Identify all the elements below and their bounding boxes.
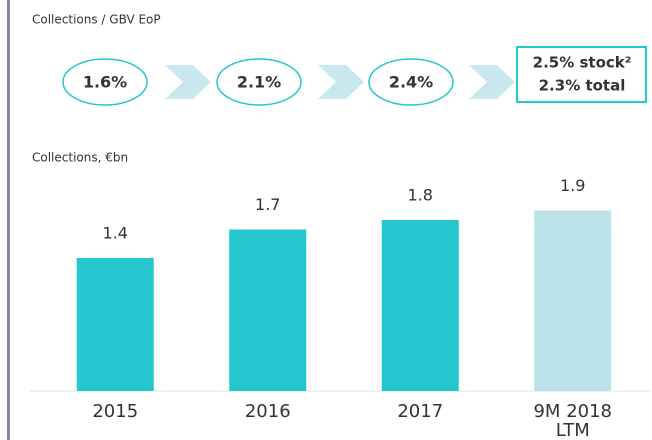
ratio: 2.1%	[237, 73, 281, 92]
ratio-title: Collections / GBV EoP	[32, 13, 161, 27]
x-tick-label: 9M 2018 LTM	[533, 401, 612, 440]
chevrons	[165, 65, 515, 99]
data-label: 1.4	[103, 224, 128, 243]
last-ratio-box	[516, 46, 647, 103]
x-tick-label: 2015	[92, 401, 139, 422]
bar	[229, 229, 307, 391]
side-border	[7, 0, 10, 440]
x-tick-label: 2017	[397, 401, 444, 422]
ratio: 1.6%	[83, 73, 127, 92]
ratio-ellipse	[368, 58, 454, 106]
ratio-ellipse	[216, 58, 302, 106]
data-label: 1.8	[408, 186, 433, 205]
bar	[534, 210, 612, 391]
ratio: 2.4%	[389, 73, 433, 92]
data-label: 1.7	[255, 195, 280, 214]
x-tick-label: 2016	[244, 401, 291, 422]
chart-title: Collections, €bn	[32, 151, 128, 165]
last-ratio: 2.5% stock²	[533, 54, 632, 72]
bar	[381, 220, 459, 391]
data-label: 1.9	[560, 176, 585, 195]
ratio-ellipse	[62, 58, 148, 106]
bar	[76, 258, 154, 391]
last-ratio: 2.3% total	[539, 77, 626, 95]
